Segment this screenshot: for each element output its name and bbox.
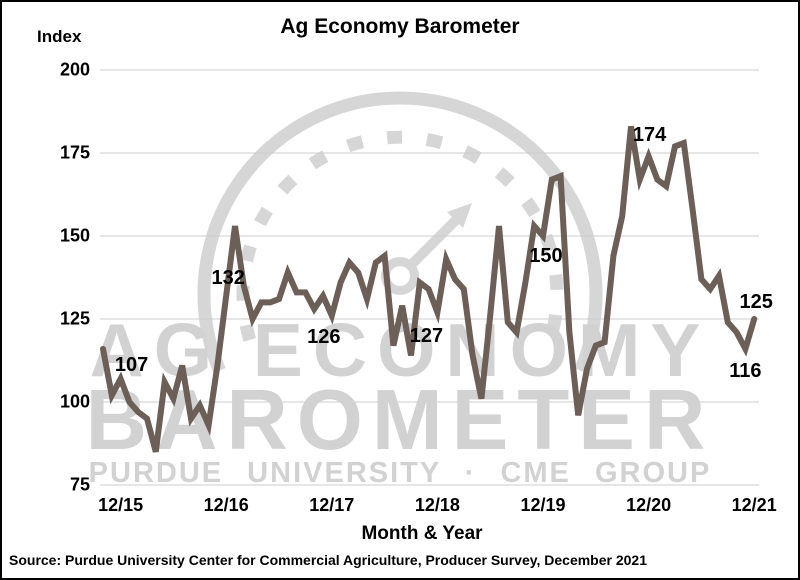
gauge-ring xyxy=(197,91,603,374)
data-label-127: 127 xyxy=(409,325,444,348)
y-tick-label-100: 100 xyxy=(59,391,90,412)
y-tick-label-175: 175 xyxy=(59,142,90,163)
y-axis-title: Index xyxy=(37,27,82,46)
data-label-126: 126 xyxy=(307,325,341,348)
data-label-107: 107 xyxy=(114,353,149,376)
y-tick-label-200: 200 xyxy=(59,59,90,80)
data-label-150: 150 xyxy=(529,245,563,267)
data-label-125: 125 xyxy=(739,291,773,313)
gauge-tick-dashes xyxy=(236,130,564,342)
watermark-text-line3: PURDUE UNIVERSITY · CME GROUP xyxy=(88,457,712,489)
watermark-gauge-icon xyxy=(197,91,603,374)
source-note: Source: Purdue University Center for Com… xyxy=(9,552,647,568)
x-tick-label-12-17: 12/17 xyxy=(309,495,355,515)
gauge-needle-arrowhead xyxy=(447,203,472,228)
barometer-line-series xyxy=(100,125,758,453)
x-tick-label-12-19: 12/19 xyxy=(520,495,566,515)
x-tick-label-12-16: 12/16 xyxy=(203,495,249,515)
x-tick-label-12-20: 12/20 xyxy=(626,495,672,515)
y-tick-label-75: 75 xyxy=(69,474,90,495)
x-tick-label-12-18: 12/18 xyxy=(414,495,460,515)
x-tick-label-12-15: 12/15 xyxy=(98,495,144,515)
data-label-116: 116 xyxy=(729,359,762,382)
gauge-hub-inner xyxy=(390,266,410,286)
y-tick-label-125: 125 xyxy=(59,308,90,329)
data-label-174: 174 xyxy=(632,124,667,147)
x-axis-title: Month & Year xyxy=(361,523,483,544)
x-tick-label-12-21: 12/21 xyxy=(731,495,777,515)
chart-title: Ag Economy Barometer xyxy=(280,15,520,38)
data-label-132: 132 xyxy=(211,266,245,289)
y-tick-label-150: 150 xyxy=(59,225,90,246)
